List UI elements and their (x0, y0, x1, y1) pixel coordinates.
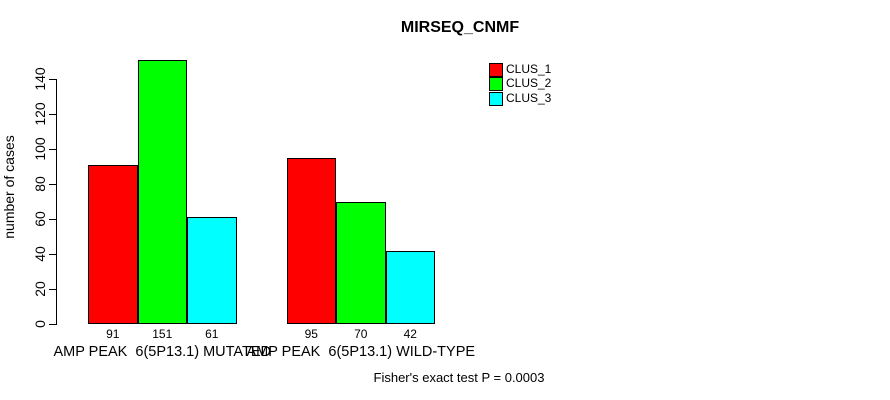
bar-value-label: 61 (205, 327, 219, 341)
category-label: AMP PEAK 6(5P13.1) MUTATED (53, 344, 272, 360)
y-axis-tick (49, 183, 56, 185)
chart-title: MIRSEQ_CNMF (400, 19, 520, 36)
bar-clus_1-group1 (88, 164, 138, 324)
bar-value-label: 151 (152, 327, 173, 341)
y-axis-tick (49, 78, 56, 80)
bar-value-label: 70 (354, 327, 368, 341)
legend-label-clus_2: CLUS_2 (506, 76, 552, 91)
bar-clus_3-group1 (187, 217, 237, 324)
bar-value-label: 42 (403, 327, 417, 341)
legend-label-clus_3: CLUS_3 (506, 90, 552, 105)
bar-value-label: 91 (106, 327, 120, 341)
y-axis-tick-label: 40 (32, 246, 48, 262)
y-axis-line (56, 79, 57, 325)
y-axis-tick-label: 80 (32, 176, 48, 192)
y-axis-tick-label: 0 (32, 320, 48, 328)
bar-clus_2-group1 (137, 59, 187, 324)
bar-clus_3-group2 (385, 250, 435, 324)
y-axis-tick (49, 218, 56, 220)
y-axis-tick-label: 120 (32, 102, 48, 126)
y-axis-tick (49, 113, 56, 115)
legend-swatch-clus_1 (489, 63, 503, 77)
y-axis-tick (49, 148, 56, 150)
y-axis-title: number of cases (1, 135, 17, 239)
legend-label-clus_1: CLUS_1 (506, 62, 552, 76)
y-axis-tick-label: 140 (32, 67, 48, 91)
legend-swatch-clus_2 (489, 77, 503, 92)
y-axis-tick (49, 288, 56, 290)
y-axis-tick-label: 20 (32, 281, 48, 297)
bar-clus_2-group2 (336, 201, 386, 324)
y-axis-tick-label: 100 (32, 137, 48, 161)
bar-value-label: 95 (304, 327, 318, 341)
category-label: AMP PEAK 6(5P13.1) WILD-TYPE (246, 344, 476, 360)
fisher-exact-test-note: Fisher's exact test P = 0.0003 (373, 370, 545, 385)
y-axis-tick (49, 323, 56, 325)
legend-swatch-clus_3 (489, 91, 503, 106)
y-axis-tick-label: 60 (32, 211, 48, 227)
bar-clus_1-group2 (286, 157, 336, 324)
y-axis-tick (49, 253, 56, 255)
